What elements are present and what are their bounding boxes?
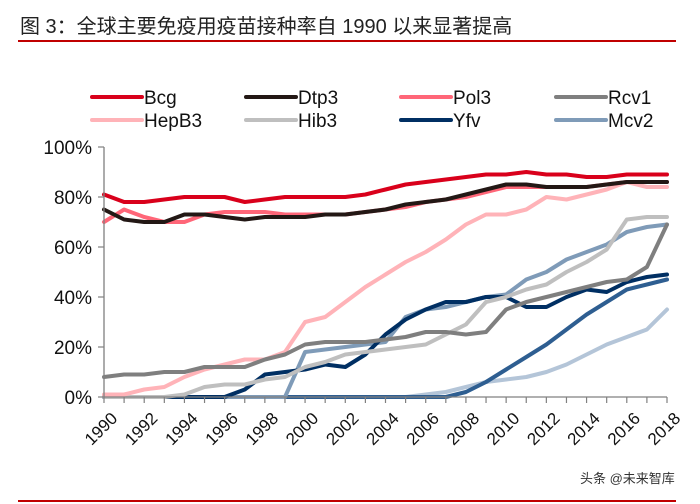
y-tick-label: 80% bbox=[54, 188, 92, 209]
bottom-divider bbox=[18, 500, 676, 502]
y-tick-label: 20% bbox=[54, 338, 92, 359]
legend-item-hib3: Hib3 bbox=[244, 111, 337, 132]
legend-item-yfv: Yfv bbox=[399, 111, 481, 132]
legend-item-hepb3: HepB3 bbox=[90, 111, 202, 132]
x-tick-label: 1994 bbox=[161, 409, 201, 449]
legend-item-rcv1: Rcv1 bbox=[554, 88, 651, 109]
x-tick-label: 2016 bbox=[604, 409, 644, 449]
legend-label: HepB3 bbox=[144, 111, 202, 132]
series-line-hepb3 bbox=[102, 180, 669, 397]
legend-label: Rcv1 bbox=[608, 88, 651, 109]
series-line-unlabeled-light-blue-gray bbox=[102, 307, 669, 399]
x-tick-label: 2014 bbox=[564, 409, 604, 449]
series-line-yfv bbox=[102, 272, 669, 399]
x-tick-label: 1990 bbox=[81, 409, 121, 449]
series-line-bcg bbox=[102, 170, 669, 204]
x-tick-label: 1996 bbox=[202, 409, 242, 449]
legend-label: Yfv bbox=[453, 111, 481, 132]
legend-item-bcg: Bcg bbox=[90, 88, 177, 109]
axes bbox=[103, 147, 667, 398]
x-tick-label: 2000 bbox=[282, 409, 322, 449]
legend-label: Hib3 bbox=[298, 111, 337, 132]
legend: Bcg Dtp3 Pol3 Rcv1 HepB3 Hib3 Yfv Mcv2 bbox=[90, 88, 653, 132]
y-tick-label: 60% bbox=[54, 238, 92, 259]
x-tick-label: 2004 bbox=[363, 409, 403, 449]
figure-title: 图 3：全球主要免疫用疫苗接种率自 1990 以来显著提高 bbox=[20, 16, 513, 38]
legend-label: Bcg bbox=[144, 88, 177, 109]
series-line-hib3 bbox=[102, 215, 669, 399]
x-tick-label: 2010 bbox=[483, 409, 523, 449]
legend-item-pol3: Pol3 bbox=[399, 88, 491, 109]
y-tick-label: 40% bbox=[54, 288, 92, 309]
y-ticks: 0% 20% 40% 60% 80% 100% bbox=[43, 138, 104, 409]
series-line-dtp3 bbox=[102, 180, 669, 224]
x-tick-label: 1998 bbox=[242, 409, 282, 449]
y-tick-label: 100% bbox=[43, 138, 92, 159]
x-tick-label: 2006 bbox=[403, 409, 443, 449]
legend-label: Dtp3 bbox=[298, 88, 338, 109]
title-divider bbox=[18, 40, 676, 42]
legend-label: Pol3 bbox=[453, 88, 491, 109]
series-group bbox=[102, 170, 669, 399]
watermark: 头条 @未来智库 bbox=[580, 471, 675, 486]
x-tick-label: 2012 bbox=[523, 409, 563, 449]
x-tick-label: 2008 bbox=[443, 409, 483, 449]
legend-item-mcv2: Mcv2 bbox=[554, 111, 653, 132]
x-ticks: 1990 1992 1994 1996 1998 2000 2002 2004 2006 2008… bbox=[81, 397, 684, 449]
series-line-rcv1 bbox=[102, 222, 669, 379]
x-tick-label: 1992 bbox=[121, 409, 161, 449]
x-tick-label: 2018 bbox=[644, 409, 684, 449]
legend-item-dtp3: Dtp3 bbox=[244, 88, 338, 109]
legend-label: Mcv2 bbox=[608, 111, 653, 132]
x-tick-label: 2002 bbox=[322, 409, 362, 449]
y-tick-label: 0% bbox=[65, 388, 93, 409]
